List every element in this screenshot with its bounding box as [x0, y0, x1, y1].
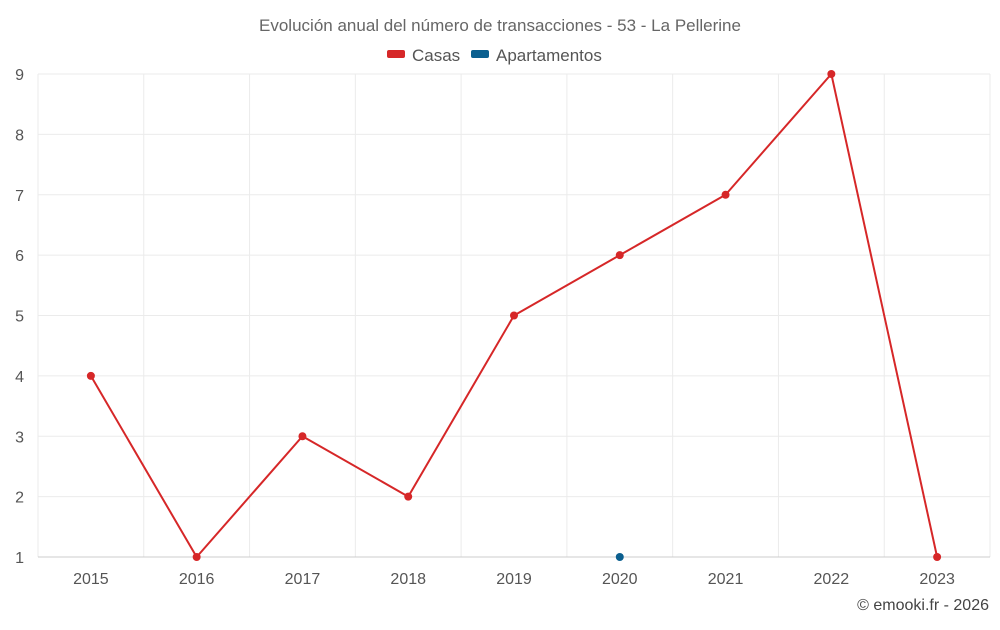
series-points	[86, 70, 942, 561]
legend-label-apartamentos: Apartamentos	[496, 46, 602, 65]
y-tick-label: 8	[15, 127, 24, 144]
x-axis-ticks: 2015 2016 2017 2018 2019 2020 2021 2022 2023	[73, 571, 955, 588]
x-tick-label: 2015	[73, 571, 109, 588]
y-tick-label: 4	[15, 369, 24, 386]
data-point-casas[interactable]	[721, 190, 730, 199]
y-tick-label: 9	[15, 67, 24, 84]
data-point-casas[interactable]	[192, 553, 201, 561]
y-gridlines	[38, 73, 990, 498]
y-tick-label: 6	[15, 248, 24, 265]
data-point-casas[interactable]	[615, 251, 624, 260]
data-point-casas[interactable]	[827, 70, 836, 78]
legend-swatch-casas	[387, 50, 405, 58]
x-tick-label: 2016	[179, 571, 215, 588]
x-tick-label: 2022	[814, 571, 850, 588]
x-tick-label: 2017	[285, 571, 321, 588]
x-tick-label: 2018	[390, 571, 426, 588]
y-tick-label: 2	[15, 490, 24, 507]
y-axis-ticks: 1 2 3 4 5 6 7 8 9	[15, 67, 24, 567]
legend-item-casas[interactable]: Casas	[387, 46, 460, 65]
x-tick-label: 2019	[496, 571, 532, 588]
data-point-apartamentos[interactable]	[615, 553, 624, 561]
data-point-casas[interactable]	[404, 492, 413, 501]
y-tick-label: 7	[15, 188, 24, 205]
data-point-casas[interactable]	[86, 371, 95, 380]
y-tick-label: 3	[15, 429, 24, 446]
data-point-casas[interactable]	[298, 432, 307, 441]
data-point-casas[interactable]	[933, 553, 942, 561]
chart-title: Evolución anual del número de transaccio…	[259, 16, 741, 35]
legend-item-apartamentos[interactable]: Apartamentos	[471, 46, 602, 65]
legend-swatch-apartamentos	[471, 50, 489, 58]
legend: Casas Apartamentos	[387, 46, 602, 65]
legend-label-casas: Casas	[412, 46, 460, 65]
y-tick-label: 5	[15, 309, 24, 326]
y-tick-label: 1	[15, 550, 24, 567]
data-point-casas[interactable]	[510, 311, 518, 320]
x-tick-label: 2021	[708, 571, 744, 588]
x-tick-label: 2020	[602, 571, 638, 588]
x-tick-label: 2023	[919, 571, 955, 588]
credit-text: © emooki.fr - 2026	[857, 597, 989, 614]
